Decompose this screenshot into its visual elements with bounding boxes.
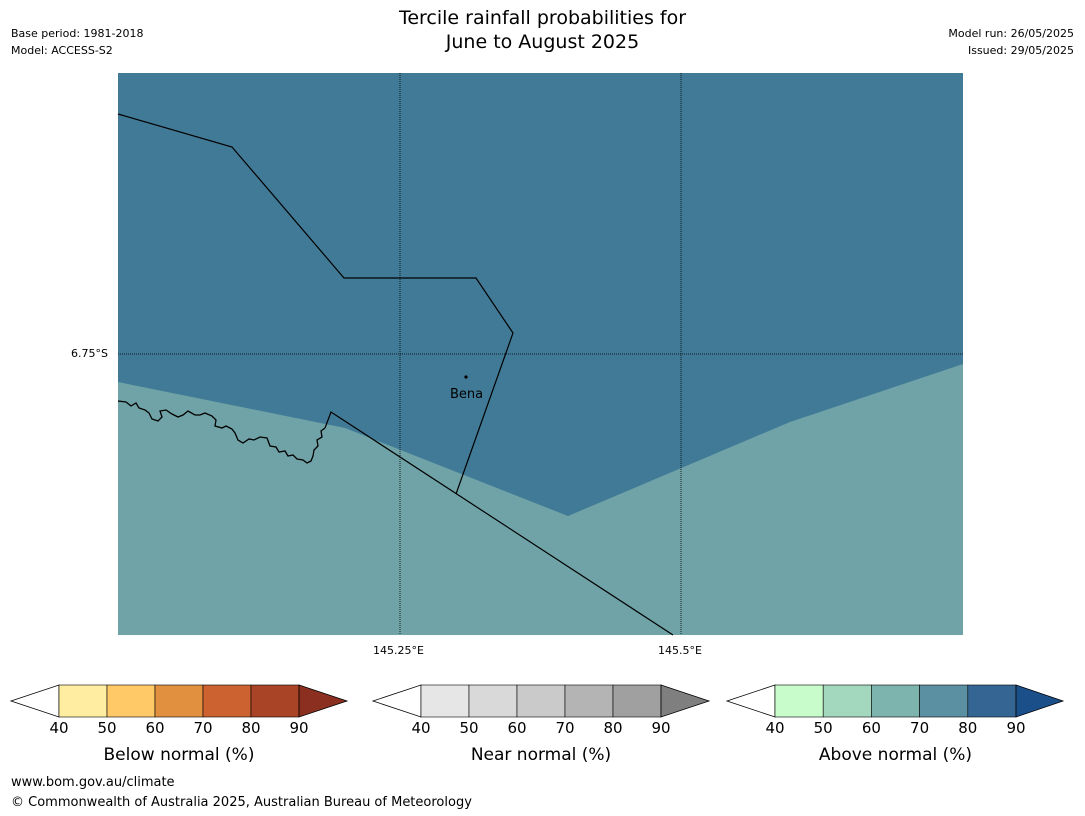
colorbar-above-tick: 90	[1006, 719, 1026, 737]
colorbar-near-tick: 40	[411, 719, 431, 737]
model-run-text: Model run: 26/05/2025	[948, 27, 1074, 40]
colorbar-above-segment	[919, 684, 969, 718]
colorbars-group	[9, 684, 1065, 718]
longitude-label-1: 145.25°E	[373, 644, 424, 657]
coastline	[117, 400, 326, 464]
colorbar-near-tick: 80	[603, 719, 623, 737]
base-period-text: Base period: 1981-2018	[11, 27, 144, 40]
colorbar-near-segment	[564, 684, 614, 718]
colorbar-near-extend-low	[371, 684, 422, 718]
colorbar-above-tick: 60	[861, 719, 881, 737]
colorbar-above-segment	[871, 684, 920, 718]
metadata-left: Base period: 1981-2018 Model: ACCESS-S2	[11, 25, 143, 59]
colorbar-below-extend-low	[9, 684, 60, 718]
colorbar-below-segment	[106, 684, 156, 718]
colorbar-near-segment	[612, 684, 662, 718]
footer-url: www.bom.gov.au/climate	[11, 775, 175, 790]
colorbar-above-label: Above normal (%)	[818, 745, 973, 765]
colorbar-below-label: Below normal (%)	[103, 745, 255, 765]
colorbar-below-segment	[202, 684, 252, 718]
colorbar-near-extend-high	[660, 684, 711, 718]
longitude-label-2: 145.5°E	[658, 644, 702, 657]
title-line-1: Tercile rainfall probabilities for	[398, 7, 687, 29]
colorbar-below-tick: 60	[145, 719, 165, 737]
colorbar-near-tick: 60	[507, 719, 527, 737]
colorbar-above-segment	[822, 684, 872, 718]
colorbar-above-tick: 50	[813, 719, 833, 737]
colorbar-near-tick: 90	[651, 719, 671, 737]
colorbar-near-label: Near normal (%)	[470, 745, 612, 765]
colorbar-below-segment	[58, 684, 108, 718]
issued-text: Issued: 29/05/2025	[967, 44, 1074, 57]
map-title: Tercile rainfall probabilities for June …	[0, 6, 1085, 54]
colorbar-below-tick: 50	[97, 719, 117, 737]
latitude-label: 6.75°S	[71, 347, 108, 360]
colorbar-near-tick: 70	[555, 719, 575, 737]
colorbar-below-segment	[154, 684, 204, 718]
colorbar-above-extend-low	[725, 684, 776, 718]
colorbar-below-tick: 90	[289, 719, 309, 737]
colorbar-above-segment	[774, 684, 824, 718]
colorbar-below-extend-high	[298, 684, 349, 718]
colorbar-below-segment	[250, 684, 300, 718]
map-area-70-80	[118, 73, 963, 516]
metadata-right: Model run: 26/05/2025 Issued: 29/05/2025	[948, 25, 1074, 59]
colorbar-near-segment	[468, 684, 518, 718]
colorbar-near-tick: 50	[459, 719, 479, 737]
footer-copyright: © Commonwealth of Australia 2025, Austra…	[11, 795, 472, 810]
province-boundary-south	[324, 411, 674, 636]
colorbar-above-segment	[967, 684, 1017, 718]
colorbar-near-segment	[516, 684, 566, 718]
province-boundary	[117, 113, 514, 495]
model-text: Model: ACCESS-S2	[11, 44, 113, 57]
title-line-2: June to August 2025	[445, 31, 640, 53]
colorbar-near-segment	[420, 684, 470, 718]
town-marker	[464, 375, 468, 379]
colorbar-above-tick: 70	[910, 719, 930, 737]
town-label: Bena	[450, 387, 484, 402]
colorbar-below-tick: 80	[241, 719, 261, 737]
colorbar-above-tick: 80	[958, 719, 978, 737]
colorbar-above-extend-high	[1015, 684, 1065, 718]
colorbar-above-tick: 40	[765, 719, 785, 737]
colorbar-below-tick: 40	[49, 719, 69, 737]
colorbar-below-tick: 70	[193, 719, 213, 737]
